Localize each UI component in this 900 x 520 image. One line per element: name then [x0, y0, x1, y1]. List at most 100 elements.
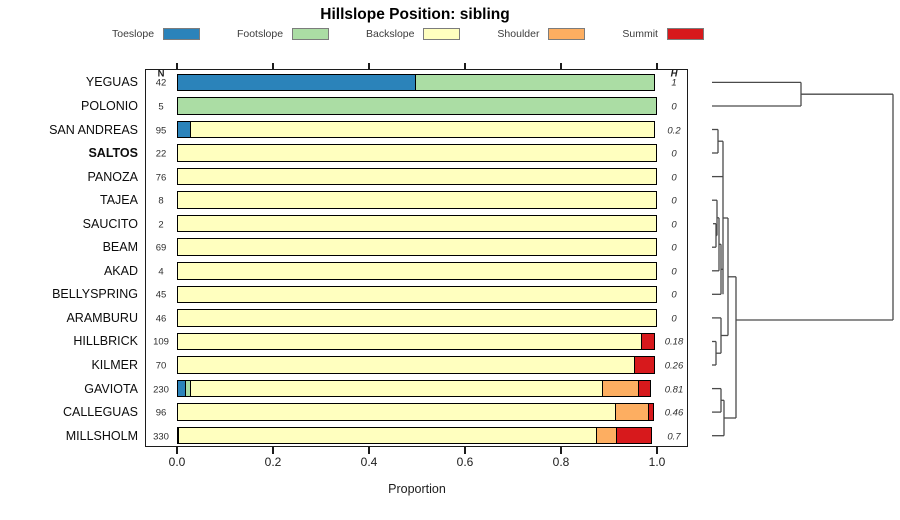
axis-tick-label: 0.4 — [360, 455, 378, 469]
axis-tick-label: 1.0 — [648, 455, 666, 469]
axis-tick-label: 0.8 — [552, 455, 570, 469]
n-value: 109 — [153, 336, 169, 348]
chart-title: Hillslope Position: sibling — [320, 6, 510, 23]
bar-segment-summit — [616, 426, 653, 445]
h-value: 0 — [671, 313, 677, 325]
bar-row — [177, 238, 657, 257]
axis-tick-bottom — [464, 447, 466, 454]
legend-swatch-shoulder — [548, 28, 586, 40]
bar-row — [177, 73, 657, 92]
n-value: 330 — [153, 431, 169, 443]
n-value: 42 — [155, 77, 167, 89]
row-label: SALTOS — [88, 146, 138, 161]
bar-row — [177, 332, 657, 351]
row-label: BEAM — [102, 240, 138, 255]
h-value: 0.2 — [667, 125, 681, 136]
axis-tick-label: 0.2 — [264, 455, 282, 469]
bar-segment-backslope — [177, 214, 657, 233]
row-label: MILLSHOLM — [65, 428, 138, 443]
legend-item: Shoulder — [497, 28, 586, 40]
h-value: 0.81 — [664, 384, 684, 396]
row-label: GAVIOTA — [84, 381, 138, 396]
axis-tick-top — [464, 62, 466, 69]
n-value: 76 — [155, 172, 167, 184]
bar-segment-summit — [641, 332, 656, 351]
bar-row — [177, 144, 657, 162]
bar-row — [177, 379, 657, 398]
legend-swatch-summit — [666, 28, 704, 40]
n-value: 5 — [158, 101, 164, 113]
bar-segment-backslope — [177, 262, 657, 280]
h-value: 0.26 — [664, 360, 684, 372]
h-value: 0.7 — [667, 431, 681, 443]
bar-segment-backslope — [177, 167, 657, 186]
legend-swatch-footslope — [292, 28, 330, 40]
bar-segment-footslope — [177, 97, 657, 115]
bar-row — [177, 97, 657, 115]
n-value: 4 — [158, 266, 164, 278]
h-value: 0.46 — [664, 407, 684, 419]
h-value: 0.18 — [664, 336, 684, 348]
legend-label: Summit — [622, 28, 658, 40]
legend-swatch-toeslope — [163, 28, 201, 40]
bar-segment-summit — [648, 403, 654, 421]
bar-segment-backslope — [177, 285, 657, 304]
axis-tick-bottom — [176, 447, 178, 454]
h-value: 0 — [671, 289, 677, 301]
row-label: HILLBRICK — [73, 334, 138, 349]
row-label: PANOZA — [87, 169, 138, 184]
h-value: 1 — [671, 77, 677, 89]
n-value: 70 — [155, 360, 167, 372]
n-value: 96 — [155, 407, 167, 419]
h-value: 0 — [671, 242, 677, 254]
bar-row — [177, 309, 657, 327]
legend-item: Footslope — [236, 28, 330, 40]
axis-tick-top — [272, 62, 274, 69]
bar-segment-summit — [637, 379, 651, 398]
h-column-header: H — [670, 68, 678, 80]
row-label: TAJEA — [100, 193, 138, 208]
h-value: 0 — [671, 195, 677, 207]
bar-row — [177, 285, 657, 304]
bar-segment-backslope — [177, 191, 657, 209]
axis-tick-top — [656, 62, 658, 69]
bar-row — [177, 262, 657, 280]
axis-tick-bottom — [656, 447, 658, 454]
row-label: ARAMBURU — [66, 310, 138, 325]
n-value: 2 — [158, 219, 164, 231]
row-label: POLONIO — [81, 98, 138, 113]
axis-tick-bottom — [368, 447, 370, 454]
row-label: KILMER — [91, 358, 138, 372]
axis-tick-top — [176, 62, 178, 69]
row-label: BELLYSPRING — [52, 287, 138, 302]
n-value: 95 — [155, 125, 167, 136]
bar-row — [177, 191, 657, 209]
legend: Toeslope Footslope Backslope Shoulder Summit — [112, 26, 704, 42]
bar-segment-summit — [633, 356, 656, 374]
bar-segment-backslope — [177, 144, 657, 162]
h-value: 0 — [671, 266, 677, 278]
n-value: 46 — [155, 313, 167, 325]
bar-segment-backslope — [177, 309, 657, 327]
axis-tick-label: 0.6 — [456, 455, 474, 469]
legend-item: Summit — [622, 28, 704, 40]
h-value: 0 — [671, 148, 677, 160]
bar-row — [177, 403, 657, 421]
bar-row — [177, 167, 657, 186]
axis-tick-top — [560, 62, 562, 69]
bar-row — [177, 426, 657, 445]
h-value: 0 — [671, 172, 677, 184]
x-axis-title: Proportion — [388, 482, 446, 496]
n-column-header: N — [157, 68, 165, 80]
n-value: 22 — [155, 148, 167, 160]
legend-label: Footslope — [236, 28, 284, 40]
h-value: 0 — [671, 219, 677, 231]
legend-label: Backslope — [366, 28, 415, 40]
row-label: CALLEGUAS — [62, 405, 138, 420]
n-value: 230 — [153, 384, 169, 396]
bar-segment-backslope — [189, 120, 656, 139]
bar-row — [177, 214, 657, 233]
h-value: 0 — [671, 101, 677, 113]
axis-tick-bottom — [560, 447, 562, 454]
